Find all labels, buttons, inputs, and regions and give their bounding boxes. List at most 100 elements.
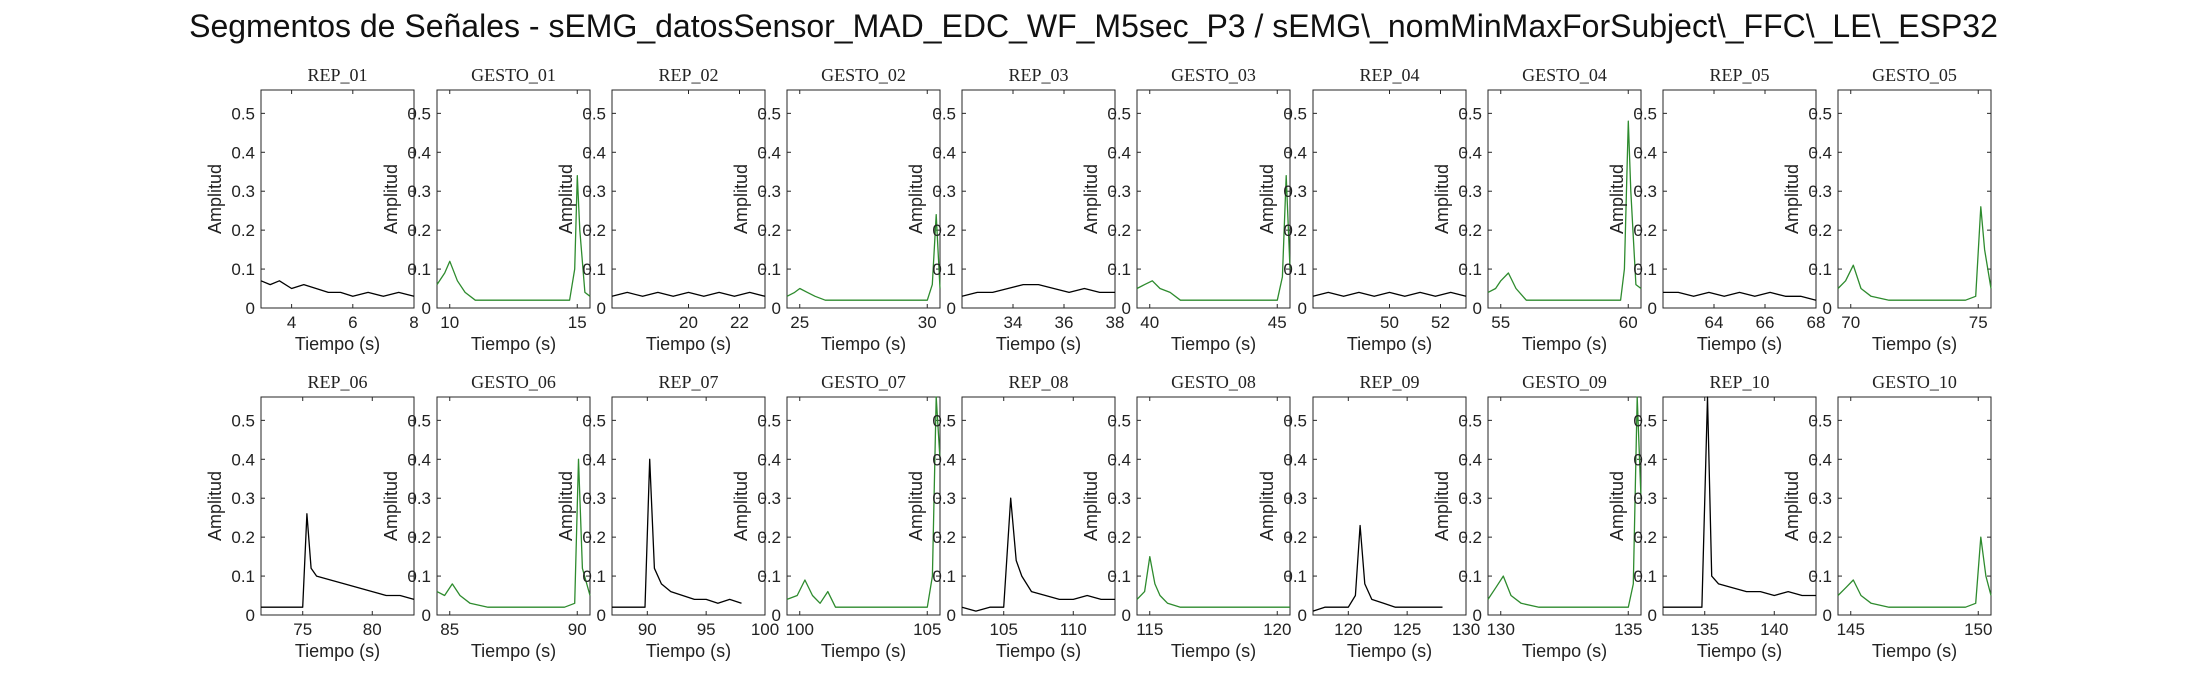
x-axis-label: Tiempo (s): [1522, 334, 1607, 354]
y-tick-label: 0: [246, 606, 255, 625]
y-tick-label: 0.5: [407, 104, 431, 123]
x-axis-label: Tiempo (s): [1872, 641, 1957, 661]
subplot-gesto-07: 0 0.1 0.2 0.3 0.4 0.5 100 105 GESTO_07 Tiempo (s)…: [731, 372, 941, 661]
y-tick-label: 0.5: [582, 104, 606, 123]
y-tick-label: 0.3: [1283, 489, 1307, 508]
y-tick-label: 0: [422, 299, 431, 318]
y-tick-label: 0: [1298, 606, 1307, 625]
y-tick-label: 0: [246, 299, 255, 318]
y-axis-label: Amplitud: [1782, 471, 1802, 541]
subplot-title: GESTO_10: [1872, 372, 1957, 392]
y-tick-label: 0.2: [932, 221, 956, 240]
x-axis-label: Tiempo (s): [821, 334, 906, 354]
y-axis-label: Amplitud: [556, 164, 576, 234]
y-tick-label: 0.1: [1808, 567, 1832, 586]
y-tick-label: 0.4: [407, 450, 431, 469]
y-tick-label: 0.1: [932, 260, 956, 279]
y-tick-label: 0.5: [1808, 411, 1832, 430]
y-tick-label: 0: [772, 299, 781, 318]
y-tick-label: 0.1: [1107, 567, 1131, 586]
y-tick-label: 0.1: [231, 260, 255, 279]
y-axis-label: Amplitud: [731, 164, 751, 234]
y-tick-label: 0.3: [582, 489, 606, 508]
x-axis-label: Tiempo (s): [471, 641, 556, 661]
y-tick-label: 0.4: [1808, 450, 1832, 469]
y-axis-label: Amplitud: [1432, 164, 1452, 234]
x-axis-label: Tiempo (s): [471, 334, 556, 354]
y-axis-label: Amplitud: [1081, 164, 1101, 234]
y-tick-label: 0: [1648, 299, 1657, 318]
subplot-title: REP_10: [1709, 372, 1769, 392]
y-tick-label: 0: [947, 606, 956, 625]
y-tick-label: 0: [1122, 299, 1131, 318]
y-tick-label: 0.3: [1633, 182, 1657, 201]
x-axis-label: Tiempo (s): [1872, 334, 1957, 354]
x-tick-label: 55: [1491, 313, 1510, 332]
axes-box: [786, 89, 941, 309]
x-axis-label: Tiempo (s): [295, 334, 380, 354]
y-tick-label: 0.3: [1633, 489, 1657, 508]
x-axis-label: Tiempo (s): [996, 641, 1081, 661]
x-tick-label: 80: [363, 620, 382, 639]
x-axis-label: Tiempo (s): [996, 334, 1081, 354]
y-tick-label: 0.5: [582, 411, 606, 430]
y-axis-label: Amplitud: [906, 471, 926, 541]
y-tick-label: 0.5: [407, 411, 431, 430]
x-axis-label: Tiempo (s): [1171, 334, 1256, 354]
y-axis-label: Amplitud: [1257, 471, 1277, 541]
y-axis-label: Amplitud: [205, 471, 225, 541]
x-tick-label: 140: [1760, 620, 1788, 639]
subplot-title: REP_08: [1008, 372, 1068, 392]
subplot-title: GESTO_01: [471, 65, 556, 85]
y-tick-label: 0.5: [757, 411, 781, 430]
x-axis-label: Tiempo (s): [1697, 641, 1782, 661]
y-tick-label: 0: [1473, 606, 1482, 625]
subplot-title: REP_06: [307, 372, 367, 392]
subplot-title: REP_07: [658, 372, 718, 392]
y-tick-label: 0.1: [1633, 260, 1657, 279]
y-tick-label: 0.1: [231, 567, 255, 586]
signal-line-gesto-09: [1487, 396, 1642, 608]
y-tick-label: 0.2: [231, 528, 255, 547]
x-tick-label: 75: [293, 620, 312, 639]
axes-box: [1312, 89, 1467, 309]
y-tick-label: 0: [1823, 299, 1832, 318]
signal-line-gesto-01: [436, 174, 591, 301]
axes-box: [961, 89, 1116, 309]
y-tick-label: 0.4: [1458, 450, 1482, 469]
signal-line-gesto-02: [786, 213, 941, 301]
subplot-title: REP_01: [307, 65, 367, 85]
y-tick-label: 0.5: [1458, 411, 1482, 430]
signal-line-rep-07: [612, 458, 742, 608]
y-tick-label: 0.1: [1283, 260, 1307, 279]
signal-line-gesto-10: [1837, 536, 1992, 608]
x-tick-label: 66: [1756, 313, 1775, 332]
x-tick-label: 125: [1393, 620, 1421, 639]
x-axis-label: Tiempo (s): [1522, 641, 1607, 661]
x-tick-label: 120: [1263, 620, 1291, 639]
y-tick-label: 0.2: [757, 221, 781, 240]
axes-box: [1136, 89, 1291, 309]
signal-line-rep-01: [260, 280, 415, 297]
x-tick-label: 105: [913, 620, 941, 639]
y-tick-label: 0.2: [231, 221, 255, 240]
y-tick-label: 0.3: [231, 489, 255, 508]
x-axis-label: Tiempo (s): [295, 641, 380, 661]
y-tick-label: 0.3: [1458, 489, 1482, 508]
subplot-gesto-09: 0 0.1 0.2 0.3 0.4 0.5 130 135 GESTO_09 Tiempo (s)…: [1432, 372, 1642, 661]
y-tick-label: 0.1: [1458, 260, 1482, 279]
y-tick-label: 0.5: [932, 104, 956, 123]
x-tick-label: 45: [1268, 313, 1287, 332]
y-tick-label: 0: [947, 299, 956, 318]
y-tick-label: 0.1: [1107, 260, 1131, 279]
y-tick-label: 0.5: [932, 411, 956, 430]
signal-line-rep-09: [1312, 524, 1443, 612]
y-tick-label: 0: [1823, 606, 1832, 625]
y-tick-label: 0: [772, 606, 781, 625]
y-axis-label: Amplitud: [381, 164, 401, 234]
y-tick-label: 0.4: [582, 450, 606, 469]
y-tick-label: 0.4: [757, 143, 781, 162]
subplot-rep-06: 0 0.1 0.2 0.3 0.4 0.5 75 80 REP_06 Tiempo (s) Ampl…: [205, 372, 415, 661]
y-tick-label: 0.2: [1458, 528, 1482, 547]
